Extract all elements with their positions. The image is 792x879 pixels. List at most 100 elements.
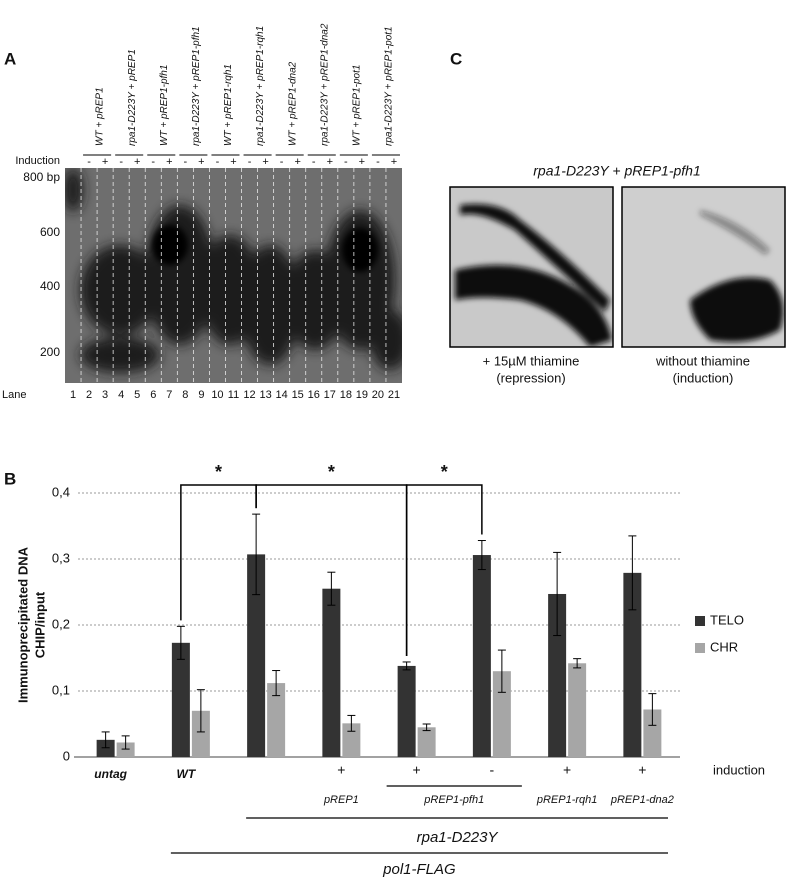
induction-sign: +: [337, 762, 345, 778]
plasmid-label: pREP1: [323, 794, 359, 806]
x-tick-label: untag: [94, 767, 127, 781]
gel-image: [65, 168, 402, 383]
legend-label: TELO: [710, 612, 744, 627]
lane-header: WT + pREP1-pfh1: [159, 65, 170, 146]
induction-sign: -: [376, 156, 380, 168]
induction-sign: +: [638, 762, 646, 778]
lane-header: rpa1-D223Y + pREP1: [127, 49, 138, 146]
lane-number: 20: [372, 389, 384, 401]
legend-swatch: [695, 616, 705, 626]
error-bar: [101, 731, 110, 749]
error-bar: [196, 689, 205, 733]
induction-label: induction: [713, 762, 765, 777]
size-marker: 600: [40, 225, 60, 239]
significance-star: *: [215, 462, 222, 482]
lane-number: 6: [150, 389, 156, 401]
lane-number: 21: [388, 389, 400, 401]
y-axis-title: CHIP/input: [32, 591, 47, 658]
legend-label: CHR: [710, 639, 738, 654]
induction-sign: -: [344, 156, 348, 168]
error-bar: [252, 513, 261, 596]
panel-label: B: [4, 469, 16, 488]
lane-number: 8: [182, 389, 188, 401]
lane-header: rpa1-D223Y + pREP1-pot1: [384, 26, 395, 146]
y-tick-label: 0,1: [52, 682, 70, 697]
lane-number: 14: [276, 389, 288, 401]
plasmid-label: pREP1-pfh1: [423, 794, 484, 806]
induction-sign: +: [166, 156, 172, 168]
bar: [247, 554, 266, 757]
lane-header: rpa1-D223Y + pREP1-pfh1: [191, 26, 202, 146]
induction-sign: +: [134, 156, 140, 168]
error-bar: [121, 735, 130, 750]
induction-sign: +: [230, 156, 236, 168]
induction-sign: -: [184, 156, 188, 168]
lane-number: 17: [324, 389, 336, 401]
bar: [643, 709, 662, 757]
bar: [397, 665, 416, 757]
panel-label: C: [450, 49, 462, 68]
size-marker: 200: [40, 345, 60, 359]
significance-bracket: [180, 484, 257, 621]
error-bar: [327, 571, 336, 606]
lane-number: 10: [211, 389, 223, 401]
plasmid-label: pREP1-dna2: [610, 794, 674, 806]
induction-sign: +: [262, 156, 268, 168]
bar: [492, 671, 511, 757]
induction-sign: -: [490, 762, 495, 778]
size-marker: 400: [40, 279, 60, 293]
induction-sign: +: [413, 762, 421, 778]
y-tick-label: 0: [63, 748, 70, 763]
bar: [623, 572, 642, 757]
lane-number: 1: [70, 389, 76, 401]
image-caption: (induction): [673, 370, 734, 385]
induction-sign: -: [216, 156, 220, 168]
significance-bracket: [405, 484, 483, 656]
induction-sign: +: [198, 156, 204, 168]
lane-number: 13: [259, 389, 271, 401]
induction-label: Induction: [15, 155, 60, 167]
induction-sign: -: [280, 156, 284, 168]
y-tick-label: 0,3: [52, 550, 70, 565]
error-bar: [422, 723, 431, 732]
induction-sign: +: [294, 156, 300, 168]
significance-star: *: [328, 462, 335, 482]
induction-sign: -: [248, 156, 252, 168]
induction-sign: +: [102, 156, 108, 168]
lane-number: 7: [166, 389, 172, 401]
lane-number: 15: [292, 389, 304, 401]
lane-number: 11: [228, 389, 239, 401]
y-tick-label: 0,2: [52, 616, 70, 631]
bar: [171, 642, 190, 757]
x-tick-label: WT: [177, 767, 197, 781]
induction-sign: -: [87, 156, 91, 168]
induction-sign: -: [151, 156, 155, 168]
plasmid-label: pREP1-rqh1: [536, 794, 598, 806]
bar: [267, 683, 286, 757]
bar: [322, 588, 341, 757]
lane-header: rpa1-D223Y + pREP1-dna2: [319, 23, 330, 146]
image-caption: (repression): [496, 370, 565, 385]
error-bar: [497, 649, 506, 693]
size-marker: 800 bp: [23, 170, 60, 184]
bar: [417, 727, 436, 757]
error-bar: [477, 540, 486, 571]
y-tick-label: 0,4: [52, 484, 70, 499]
error-bar: [553, 551, 562, 637]
error-bar: [628, 535, 637, 611]
lane-number: 16: [308, 389, 320, 401]
lane-header: WT + pREP1-rqh1: [223, 64, 234, 146]
error-bar: [573, 658, 582, 669]
lane-label: Lane: [2, 389, 26, 401]
lane-number: 5: [134, 389, 140, 401]
induction-sign: +: [563, 762, 571, 778]
error-bar: [347, 714, 356, 732]
lane-header: WT + pREP1-dna2: [287, 61, 298, 146]
error-bar: [648, 693, 657, 726]
y-axis-title: Immunoprecipitated DNA: [15, 546, 30, 703]
significance-star: *: [441, 462, 448, 482]
bar: [116, 742, 135, 757]
image-caption: without thiamine: [655, 353, 750, 368]
lane-number: 3: [102, 389, 108, 401]
